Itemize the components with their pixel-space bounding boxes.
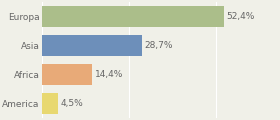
Bar [42,35,142,56]
Text: 14,4%: 14,4% [95,70,123,79]
Bar [42,93,58,114]
Text: 28,7%: 28,7% [144,41,173,50]
Text: 4,5%: 4,5% [60,99,83,108]
Bar [42,6,224,27]
Bar [42,64,92,85]
Text: 52,4%: 52,4% [227,12,255,21]
